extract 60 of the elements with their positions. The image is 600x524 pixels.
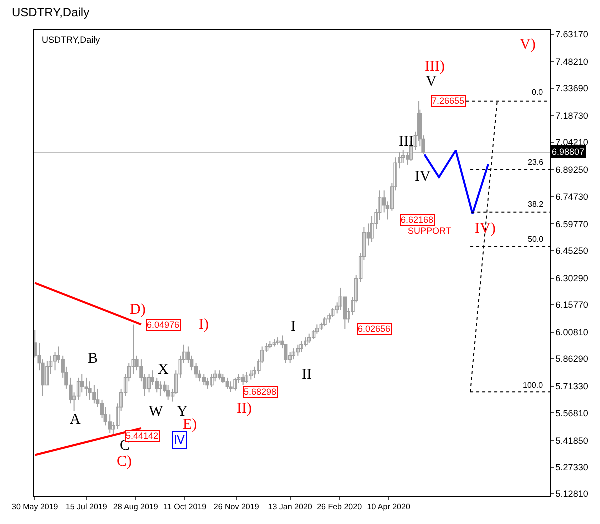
annotation: W (149, 404, 164, 420)
x-tick-label: 28 Aug 2019 (113, 502, 159, 512)
annotation: USDTRY,Daily (42, 35, 101, 45)
annotation: Y (177, 404, 188, 420)
annotation: IV (415, 169, 431, 185)
annotation: C) (117, 454, 132, 470)
annotation: II) (237, 401, 252, 417)
annotation: 6.62168 (401, 215, 434, 225)
annotation: X (158, 362, 169, 378)
y-tick-label: 6.15770 (556, 300, 588, 310)
y-tick-label: 7.18730 (556, 111, 588, 122)
annotation: 5.68298 (244, 387, 277, 397)
x-tick-label: 30 May 2019 (12, 502, 59, 512)
annotation: Ⅳ (174, 433, 185, 447)
annotation: 100.0 (523, 381, 544, 390)
annotation: 0.0 (532, 88, 544, 97)
annotation: 23.6 (528, 158, 544, 167)
y-tick-label: 5.71330 (556, 382, 588, 392)
y-tick-label: 5.56810 (556, 408, 588, 418)
annotation: IV) (475, 221, 496, 237)
x-tick-label: 26 Feb 2020 (317, 502, 363, 512)
x-tick-label: 26 Nov 2019 (214, 502, 260, 512)
annotation: D) (130, 302, 146, 318)
y-tick-label: 6.59770 (556, 219, 588, 230)
annotation: SUPPORT (408, 226, 452, 236)
y-tick-label: 5.86290 (556, 354, 588, 364)
y-tick-label: 6.74730 (556, 192, 588, 202)
annotation: 7.26655 (432, 96, 465, 106)
annotation: V (426, 74, 437, 90)
annotation: I) (199, 317, 209, 333)
annotation: A (70, 412, 81, 428)
y-tick-label: 5.12810 (556, 489, 588, 500)
annotation: 38.2 (528, 200, 544, 209)
annotation: 50.0 (528, 235, 544, 244)
y-tick-label: 5.41850 (556, 436, 588, 446)
y-tick-label: 5.27330 (556, 462, 588, 472)
annotation: I (291, 319, 296, 335)
y-tick-label: 6.30290 (556, 273, 588, 284)
x-tick-label: 11 Oct 2019 (164, 502, 208, 512)
y-tick-label: 7.04210 (556, 138, 588, 148)
x-tick-label: 13 Jan 2020 (268, 502, 313, 512)
y-tick-label: 7.48210 (556, 56, 588, 67)
annotation: B (88, 351, 98, 367)
y-tick-label: 7.63170 (556, 29, 588, 40)
annotation: II (302, 367, 312, 383)
y-tick-label: 6.45250 (556, 246, 588, 256)
y-tick-label: 6.89250 (556, 165, 588, 176)
y-tick-label: 6.00810 (556, 328, 588, 338)
annotation: III) (425, 59, 445, 75)
annotation: 6.04976 (147, 320, 180, 330)
annotation: 6.02656 (358, 324, 391, 334)
annotation: V) (520, 37, 536, 53)
x-tick-label: 15 Jul 2019 (66, 502, 108, 512)
chart-title: USDTRY,Daily (12, 5, 90, 20)
y-tick-label: 7.33690 (556, 84, 588, 94)
annotation: E) (183, 417, 198, 433)
ref-line-label: 6.98807 (552, 147, 585, 157)
x-tick-label: 10 Apr 2020 (367, 502, 411, 512)
annotation: 5.44142 (126, 431, 159, 441)
annotation: III (399, 134, 414, 150)
